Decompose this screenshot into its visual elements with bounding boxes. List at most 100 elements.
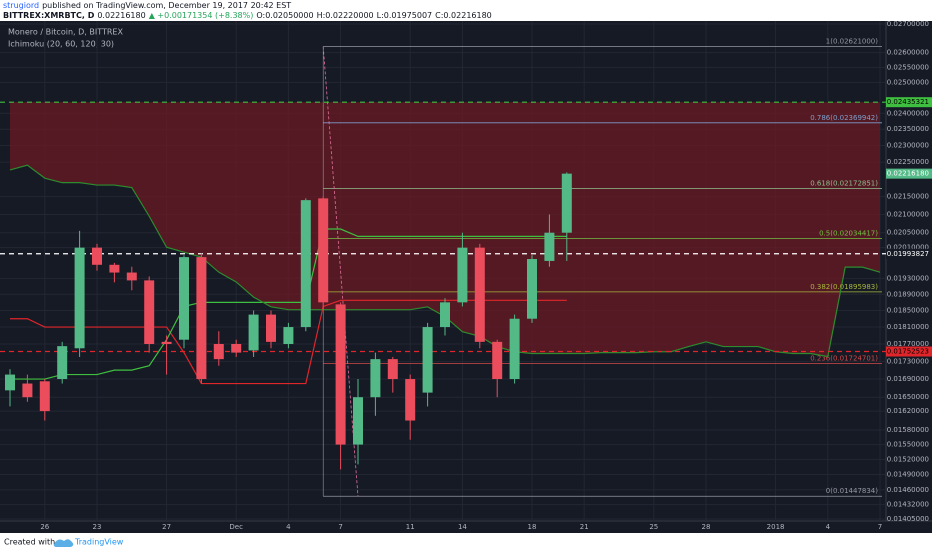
close: C:0.02216180 (435, 11, 492, 20)
x-tick-label: 14 (458, 523, 467, 531)
y-tick-label: 0.01580000 (887, 426, 929, 434)
fib-label: 0.618(0.02172851) (810, 180, 878, 188)
candle-body (126, 272, 137, 281)
candle-body (109, 264, 120, 273)
y-tick-label: 0.01520000 (887, 455, 929, 463)
x-tick-label: 7 (878, 523, 882, 531)
candle-body (318, 198, 329, 303)
chart-title: Monero / Bitcoin, D, BITTREX (8, 28, 123, 37)
last: 0.02216180 (97, 11, 145, 20)
candle-body (387, 359, 398, 380)
candle-body (405, 379, 416, 421)
candle-body (300, 200, 311, 328)
price-badge (886, 97, 932, 108)
candle-body (196, 257, 207, 380)
published: published on TradingView.com, December 1… (42, 1, 291, 10)
candle-body (266, 314, 276, 342)
candle-body (161, 341, 172, 344)
candle-body (422, 327, 433, 393)
candle-body (283, 327, 294, 344)
candle-body (57, 346, 68, 380)
fib-label: 0(0.01447834) (826, 487, 878, 495)
price-badge-label: 0.02435321 (887, 98, 929, 106)
change: ▲ +0.00171354 (+8.38%) (149, 11, 254, 20)
fib-label: 0.5(0.02034417) (819, 229, 878, 237)
y-tick-label: 0.02100000 (887, 210, 929, 218)
y-tick-label: 0.02400000 (887, 109, 929, 117)
candle-body (144, 280, 155, 344)
price-badge-label: 0.01993827 (887, 250, 929, 258)
y-tick-label: 0.02010000 (887, 244, 929, 252)
footer-created: Created with (4, 538, 55, 547)
x-tick-label: 28 (702, 523, 711, 531)
candle-body (74, 247, 85, 349)
candle-body (213, 343, 224, 360)
header-line-2: BITTREX:XMRBTC, D 0.02216180 ▲ +0.00171354… (3, 11, 492, 20)
candle-body (457, 247, 468, 303)
x-tick-label: 4 (826, 523, 831, 531)
x-tick-label: 25 (649, 523, 658, 531)
low: L:0.01975007 (377, 11, 433, 20)
x-tick-label: 21 (580, 523, 589, 531)
last-price-label: 0.02216180 (887, 170, 929, 178)
indicator-line (10, 299, 567, 385)
y-tick-label: 0.02050000 (887, 229, 929, 237)
open: O:0.02050000 (256, 11, 313, 20)
high: H:0.02220000 (317, 11, 374, 20)
x-tick-label: Dec (229, 523, 243, 531)
candle-body (353, 397, 363, 445)
cloud (10, 102, 880, 357)
fib-label: 1(0.02621000) (826, 38, 878, 46)
x-tick-label: 2018 (767, 523, 785, 531)
footer-brand[interactable]: TradingView (74, 538, 124, 547)
y-tick-label: 0.02700000 (887, 20, 929, 28)
y-tick-label: 0.01620000 (887, 407, 929, 415)
price-badge-label: 0.01752523 (887, 348, 929, 356)
candle-body (335, 304, 346, 445)
candle-body (22, 383, 33, 398)
header-line-1: strugiord published on TradingView.com, D… (3, 1, 291, 10)
price-badge (886, 248, 932, 259)
y-tick-label: 0.01460000 (887, 486, 929, 494)
y-tick-label: 0.01690000 (887, 375, 929, 383)
candle-body (527, 259, 537, 319)
y-tick-label: 0.02300000 (887, 142, 929, 150)
candle-body (544, 232, 555, 261)
x-tick-label: 27 (162, 523, 171, 531)
x-tick-label: 7 (338, 523, 342, 531)
fib-label: 0.786(0.02369942) (810, 114, 878, 122)
y-tick-label: 0.01650000 (887, 393, 929, 401)
x-tick-label: 26 (40, 523, 49, 531)
y-tick-label: 0.02500000 (887, 78, 929, 86)
fib-label: 0.236(0.01724701) (810, 355, 878, 363)
candle-body (474, 247, 485, 342)
candle-body (5, 374, 15, 391)
y-tick-label: 0.01770000 (887, 340, 929, 348)
y-tick-label: 0.02150000 (887, 193, 929, 201)
y-tick-label: 0.02600000 (887, 49, 929, 57)
indicator: Ichimoku (20, 60, 120, 30) (8, 40, 114, 49)
candle-body (179, 257, 189, 340)
candle-body (92, 247, 102, 265)
x-tick-label: 11 (406, 523, 415, 531)
y-tick-label: 0.01432000 (887, 501, 929, 509)
candle-body (561, 173, 572, 233)
candle-body (370, 359, 381, 398)
plot: 0.02700000 0.02600000 0.02550000 0.02500000… (0, 20, 932, 531)
price-badge (886, 346, 932, 357)
x-tick-label: 23 (93, 523, 102, 531)
brand-logo (53, 539, 74, 547)
indicator-line (10, 228, 567, 380)
y-tick-label: 0.01850000 (887, 306, 929, 314)
y-tick-label: 0.01405000 (887, 515, 929, 523)
fib-trend (322, 46, 359, 497)
y-tick-label: 0.02550000 (887, 63, 929, 71)
last-price-badge (886, 168, 932, 179)
y-tick-label: 0.01490000 (887, 470, 929, 478)
x-tick-label: 4 (286, 523, 291, 531)
candle-body (509, 318, 520, 380)
candle-body (231, 343, 242, 353)
author[interactable]: strugiord (3, 1, 39, 10)
y-tick-label: 0.02350000 (887, 125, 929, 133)
